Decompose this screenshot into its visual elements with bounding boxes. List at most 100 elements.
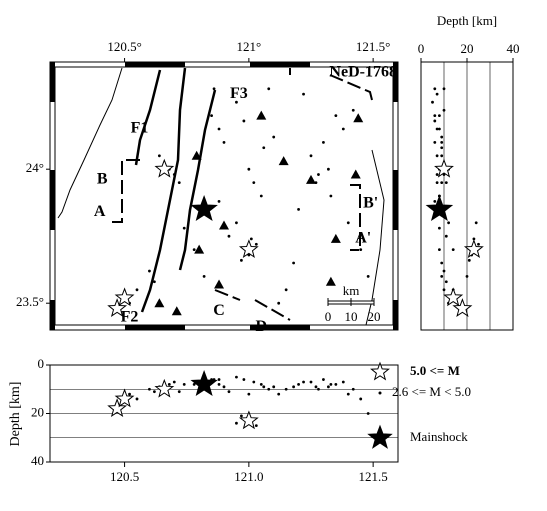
event-depth-lon bbox=[272, 385, 276, 389]
event-map bbox=[346, 221, 350, 225]
station bbox=[154, 298, 165, 308]
event-depth-lat bbox=[442, 269, 446, 273]
event-depth-lon bbox=[314, 385, 318, 389]
frame-bars bbox=[50, 62, 398, 330]
station bbox=[171, 306, 182, 316]
event-map bbox=[212, 87, 216, 91]
station bbox=[219, 220, 229, 230]
annotation: A bbox=[94, 203, 106, 220]
event-depth-lat bbox=[440, 141, 444, 144]
x-tick-label: 120.5° bbox=[107, 39, 141, 54]
event-depth-lon bbox=[238, 410, 259, 430]
event-depth-lon bbox=[334, 383, 338, 386]
event-map bbox=[254, 242, 258, 246]
event-depth-lon bbox=[317, 387, 320, 391]
event-map bbox=[351, 108, 355, 112]
legend-label: 5.0 <= M bbox=[410, 363, 460, 378]
event-depth-lat bbox=[435, 154, 439, 158]
event-map bbox=[172, 173, 176, 176]
event-depth-lon bbox=[277, 392, 281, 396]
legend-label: Mainshock bbox=[410, 429, 468, 444]
event-depth-lat bbox=[435, 173, 439, 176]
event-depth-lat bbox=[431, 100, 434, 104]
event-depth-lon bbox=[346, 392, 350, 396]
scale-tick-label: 20 bbox=[368, 309, 381, 324]
annotation: B' bbox=[363, 195, 378, 212]
x-tick-label: 40 bbox=[507, 41, 520, 56]
event-depth-lon bbox=[351, 387, 355, 391]
y-tick-label: 23.5° bbox=[16, 294, 44, 309]
event-depth-lon bbox=[292, 385, 295, 389]
event-depth-lon bbox=[327, 385, 330, 389]
station bbox=[306, 174, 316, 184]
event-depth-lat bbox=[433, 87, 437, 91]
y-tick-label: 20 bbox=[31, 404, 44, 419]
scale-label: km bbox=[343, 283, 360, 298]
event-depth-lon bbox=[148, 387, 151, 391]
scale-tick-label: 0 bbox=[325, 309, 332, 324]
x-tick-label: 120.5 bbox=[110, 469, 139, 484]
event-depth-lat bbox=[425, 194, 454, 222]
event-depth-lon bbox=[217, 378, 221, 381]
annotation: A' bbox=[355, 230, 371, 247]
scale-tick-label: 10 bbox=[345, 309, 358, 324]
event-map bbox=[242, 119, 246, 123]
event-depth-lat bbox=[438, 127, 441, 131]
event-depth-lat bbox=[442, 108, 446, 112]
event-map bbox=[309, 154, 313, 158]
event-depth-lat bbox=[465, 275, 469, 278]
event-map bbox=[272, 135, 276, 139]
event-depth-lat bbox=[440, 275, 444, 278]
event-map bbox=[277, 301, 281, 305]
x-tick-label: 121.5° bbox=[356, 39, 390, 54]
event-depth-lat bbox=[440, 181, 444, 185]
event-depth-lon bbox=[172, 380, 176, 384]
y-tick-label: 24° bbox=[26, 160, 44, 175]
event-map bbox=[247, 167, 251, 171]
event-depth-lon bbox=[247, 392, 251, 396]
event-depth-lat bbox=[474, 221, 478, 225]
event-depth-lat bbox=[433, 199, 437, 203]
event-map bbox=[366, 275, 370, 278]
event-depth-lat bbox=[463, 239, 484, 259]
event-map bbox=[249, 237, 253, 241]
axis-label: Depth [km] bbox=[8, 382, 23, 447]
event-map bbox=[153, 280, 156, 284]
event-map bbox=[235, 221, 238, 225]
event-depth-lat bbox=[438, 226, 441, 230]
event-map bbox=[314, 181, 318, 185]
event-map bbox=[259, 194, 263, 198]
event-depth-lon bbox=[182, 383, 186, 386]
legend-marker bbox=[370, 361, 390, 381]
event-map bbox=[202, 275, 206, 278]
event-depth-lat bbox=[438, 114, 441, 117]
event-map bbox=[252, 181, 256, 185]
event-depth-lon bbox=[322, 378, 325, 381]
station bbox=[194, 244, 205, 254]
event-depth-lon bbox=[128, 392, 131, 396]
event-depth-lat bbox=[442, 87, 446, 91]
event-depth-lon bbox=[235, 421, 238, 425]
event-map bbox=[329, 194, 333, 198]
event-depth-lon bbox=[259, 383, 263, 386]
event-map bbox=[210, 114, 213, 117]
event-depth-lon bbox=[262, 385, 266, 389]
event-depth-lon bbox=[154, 378, 175, 398]
event-map bbox=[217, 199, 221, 203]
event-map bbox=[322, 141, 325, 144]
map-lines bbox=[57, 67, 385, 326]
annotation: F2 bbox=[121, 309, 139, 326]
legend-marker bbox=[367, 424, 393, 449]
event-map bbox=[135, 288, 139, 292]
event-depth-lon bbox=[192, 383, 196, 386]
annotation: F3 bbox=[230, 85, 248, 102]
event-map bbox=[341, 127, 345, 131]
event-map bbox=[107, 298, 128, 317]
event-map bbox=[302, 92, 305, 96]
event-depth-lon bbox=[222, 385, 226, 389]
event-map bbox=[217, 127, 221, 131]
event-depth-lon bbox=[240, 414, 243, 418]
station bbox=[278, 156, 289, 166]
